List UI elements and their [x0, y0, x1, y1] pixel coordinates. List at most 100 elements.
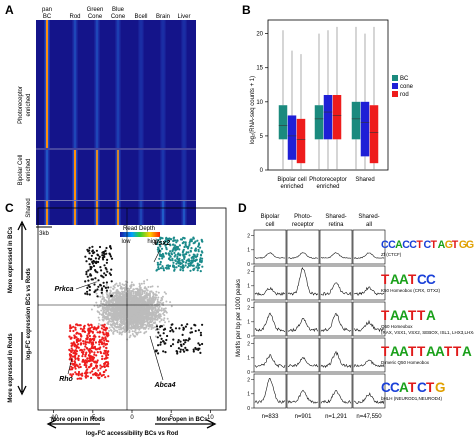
scatter-point	[79, 334, 82, 337]
scatter-point	[183, 256, 186, 259]
scatter-point	[179, 262, 182, 265]
scatter-point	[116, 313, 119, 316]
scatter-point	[118, 328, 121, 331]
scatter-point	[100, 374, 103, 377]
scatter-point	[119, 284, 121, 287]
motif-profile-cell	[319, 301, 353, 337]
scatter-point	[105, 246, 108, 250]
panel-b: B log₂(RNA-seq counts + 1) 0 5 10 15 20 Bipo…	[242, 3, 414, 190]
scatter-point	[153, 300, 156, 303]
scatter-point	[199, 331, 202, 334]
scatter-point	[143, 315, 146, 318]
scatter-point	[114, 313, 116, 316]
scatter-point	[162, 324, 165, 327]
scatter-point	[97, 316, 100, 319]
scatter-point	[93, 290, 96, 294]
scatter-point	[132, 292, 135, 295]
scatter-point	[96, 351, 99, 354]
scatter-point	[77, 357, 80, 360]
scatter-point	[81, 349, 84, 352]
scatter-point	[114, 329, 117, 332]
heatmap-stripe-core	[140, 150, 142, 200]
motif-profile-line	[353, 319, 385, 333]
scatter-point	[192, 237, 195, 240]
scatter-point	[162, 328, 165, 331]
scatter-point	[75, 332, 78, 335]
scatter-point	[69, 329, 72, 333]
scatter-point	[95, 301, 98, 304]
motif-logo-letter: A	[435, 344, 445, 359]
scatter-point	[149, 285, 152, 288]
scatter-point	[77, 366, 80, 369]
scatter-point	[99, 367, 102, 370]
scatter-point	[98, 330, 101, 333]
motif-y-axis-label: Motifs per bp per 1000 peaks	[236, 279, 242, 357]
heatmap-stripe-peak	[74, 150, 76, 200]
motif-logo-letter: T	[381, 344, 390, 359]
scatter-point	[164, 240, 168, 243]
scatter-point	[165, 264, 168, 267]
scatter-point	[182, 326, 185, 329]
scatter-point	[174, 259, 177, 262]
scatter-point	[105, 316, 108, 319]
scatter-point	[173, 269, 176, 272]
scatter-point	[151, 309, 154, 312]
boxplot-x-label-photoreceptor-2: enriched	[316, 184, 339, 190]
motif-col-photo-2: receptor	[292, 222, 314, 228]
scatter-point	[86, 293, 89, 296]
scatter-point	[146, 320, 149, 323]
scatter-point	[102, 297, 105, 300]
x-tick-label: -10	[49, 415, 58, 421]
scatter-point	[154, 321, 157, 324]
scatter-point	[157, 307, 160, 310]
scatter-point	[178, 327, 181, 330]
scatter-point	[96, 359, 99, 362]
scatter-point	[156, 317, 159, 320]
scatter-point	[172, 243, 175, 246]
scatter-point	[123, 320, 126, 323]
scatter-point	[183, 245, 186, 249]
scatter-point	[161, 252, 164, 256]
scatter-point	[176, 350, 179, 353]
scatter-point	[86, 275, 89, 278]
scatter-point	[201, 257, 204, 260]
scatter-point	[109, 286, 112, 289]
scatter-point	[139, 315, 141, 318]
scatter-point	[156, 302, 159, 305]
scatter-point	[152, 322, 155, 324]
scatter-point	[105, 299, 108, 302]
scatter-point	[114, 302, 117, 305]
scatter-point	[70, 365, 73, 368]
heatmap-stripe-peak	[96, 150, 98, 200]
scatter-point	[113, 309, 116, 312]
scatter-point	[167, 253, 171, 256]
scatter-point	[153, 296, 155, 299]
row-label-shared: Shared	[26, 198, 32, 217]
scatter-point	[170, 323, 173, 326]
scatter-point	[139, 306, 142, 309]
motif-profile-cell	[319, 229, 353, 265]
motif-row-axis: 0 1 2	[247, 377, 254, 412]
scatter-point	[200, 250, 203, 253]
heatmap-stripe	[160, 20, 166, 148]
scatter-point	[74, 328, 77, 331]
motif-logo-letter: A	[426, 308, 436, 323]
scatter-point	[131, 321, 134, 323]
motif-logo-letter: T	[453, 344, 462, 359]
scatter-point	[91, 249, 94, 252]
scatter-point	[127, 326, 130, 329]
scatter-point	[142, 311, 145, 314]
scatter-point	[130, 319, 133, 322]
scatter-point	[137, 312, 140, 315]
motif-logo-letter: T	[417, 344, 426, 359]
scatter-point	[89, 267, 93, 270]
scatter-point	[89, 359, 92, 362]
scatter-point	[128, 323, 130, 326]
scatter-point	[157, 246, 160, 249]
scatter-point	[128, 329, 131, 332]
scatter-point	[99, 351, 103, 355]
scatter-point	[106, 307, 109, 310]
scatter-point	[93, 283, 96, 286]
arrow-down-icon	[17, 332, 27, 396]
